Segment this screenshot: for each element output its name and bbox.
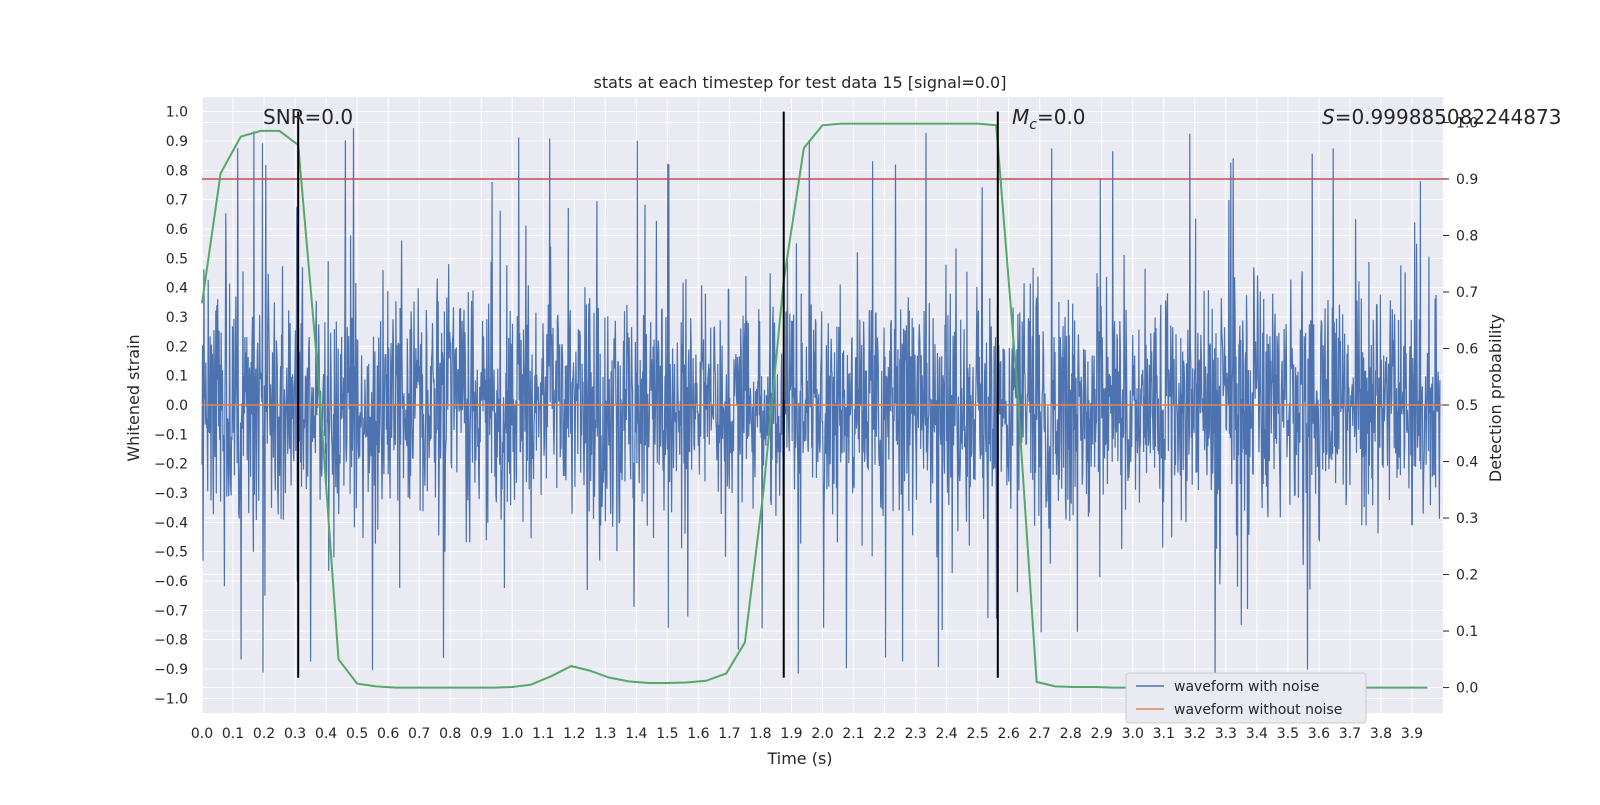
left-tick-label: 1.0	[166, 105, 188, 121]
left-tick-label: 0.8	[166, 163, 188, 179]
x-tick-label: 2.7	[1029, 726, 1051, 742]
s-value: =0.999885082244873	[1335, 105, 1562, 129]
x-tick-label: 0.6	[377, 726, 399, 742]
x-tick-label: 1.4	[625, 726, 647, 742]
x-tick-label: 2.4	[935, 726, 957, 742]
x-tick-label: 0.7	[408, 726, 430, 742]
left-tick-label: 0.2	[166, 339, 188, 355]
x-tick-label: 0.8	[439, 726, 461, 742]
left-tick-label: −0.3	[154, 486, 188, 502]
x-tick-label: 0.2	[253, 726, 275, 742]
x-tick-label: 2.2	[873, 726, 895, 742]
left-tick-label: −0.7	[154, 603, 188, 619]
x-tick-label: 1.0	[501, 726, 523, 742]
left-tick-label: −0.6	[154, 574, 188, 590]
right-tick-label: 0.3	[1456, 511, 1478, 527]
x-axis-label: Time (s)	[766, 749, 832, 768]
left-tick-label: 0.3	[166, 310, 188, 326]
chirp-mass-symbol: M	[1012, 105, 1029, 129]
s-symbol: S	[1322, 105, 1335, 129]
left-axis-label: Whitened strain	[124, 334, 143, 461]
x-tick-label: 1.8	[749, 726, 771, 742]
left-axis-ticks: 1.0 0.9 0.8 0.7 0.6 0.5 0.4 0.3 0.2 0.1 0.0 −0.1 −0.…	[154, 105, 188, 708]
snr-annotation: SNR=0.0	[263, 105, 353, 129]
chart-title: stats at each timestep for test data 15 …	[594, 73, 1007, 92]
x-tick-label: 3.0	[1122, 726, 1144, 742]
right-tick-label: 0.1	[1456, 624, 1478, 640]
right-tick-label: 0.6	[1456, 341, 1478, 357]
left-tick-label: 0.6	[166, 222, 188, 238]
x-tick-label: 3.9	[1401, 726, 1423, 742]
x-tick-label: 1.5	[656, 726, 678, 742]
x-tick-label: 0.5	[346, 726, 368, 742]
legend-box	[1125, 672, 1367, 724]
x-tick-label: 1.9	[780, 726, 802, 742]
legend: waveform with noise waveform without noi…	[1125, 672, 1367, 724]
series-waveform-with-noise	[201, 128, 1441, 674]
chirp-mass-annotation: Mc=0.0	[1012, 105, 1086, 133]
x-tick-label: 0.3	[284, 726, 306, 742]
x-tick-label: 1.3	[594, 726, 616, 742]
right-tick-label: 0.2	[1456, 568, 1478, 584]
x-tick-label: 2.1	[842, 726, 864, 742]
left-tick-label: −0.9	[154, 662, 188, 678]
left-tick-label: 0.7	[166, 193, 188, 209]
right-tick-label: 0.5	[1456, 398, 1478, 414]
noise-trace	[201, 128, 1441, 674]
x-tick-label: 3.2	[1184, 726, 1206, 742]
left-tick-label: −0.2	[154, 457, 188, 473]
right-axis-ticks: 1.0 0.9 0.8 0.7 0.6 0.5 0.4 0.3 0.2 0.1 0.0	[1443, 115, 1478, 697]
x-tick-label: 3.4	[1246, 726, 1268, 742]
left-tick-label: 0.1	[166, 369, 188, 385]
x-tick-label: 3.5	[1277, 726, 1299, 742]
right-tick-label: 0.4	[1456, 455, 1478, 471]
x-tick-label: 1.2	[563, 726, 585, 742]
x-tick-label: 3.8	[1370, 726, 1392, 742]
left-tick-label: 0.4	[166, 281, 188, 297]
x-tick-label: 0.0	[191, 726, 213, 742]
legend-label-noise: waveform with noise	[1174, 679, 1319, 695]
right-tick-label: 0.8	[1456, 228, 1478, 244]
left-tick-label: 0.9	[166, 134, 188, 150]
x-tick-label: 2.0	[811, 726, 833, 742]
x-tick-label: 1.1	[532, 726, 554, 742]
x-tick-label: 3.7	[1339, 726, 1361, 742]
left-tick-label: −0.5	[154, 545, 188, 561]
right-tick-label: 0.7	[1456, 285, 1478, 301]
x-tick-label: 2.5	[966, 726, 988, 742]
right-axis-label: Detection probability	[1486, 314, 1505, 482]
x-tick-label: 3.3	[1215, 726, 1237, 742]
right-tick-label: 1.0	[1456, 115, 1478, 131]
left-tick-label: −0.8	[154, 633, 188, 649]
x-tick-label: 3.6	[1308, 726, 1330, 742]
left-tick-label: 0.0	[166, 398, 188, 414]
x-tick-label: 3.1	[1153, 726, 1175, 742]
x-tick-label: 0.1	[222, 726, 244, 742]
legend-label-no-noise: waveform without noise	[1174, 702, 1342, 718]
event-markers	[297, 111, 999, 678]
chirp-mass-subscript: c	[1029, 117, 1037, 133]
left-tick-label: −0.4	[154, 515, 188, 531]
x-tick-label: 2.8	[1060, 726, 1082, 742]
left-tick-label: −1.0	[154, 691, 188, 707]
x-axis-ticks: 0.0 0.1 0.2 0.3 0.4 0.5 0.6 0.7 0.8 0.9 1.0 1.1 1.2 1…	[191, 726, 1423, 742]
s-annotation: S=0.999885082244873	[1322, 105, 1561, 129]
left-tick-label: 0.5	[166, 251, 188, 267]
x-tick-label: 2.6	[998, 726, 1020, 742]
x-tick-label: 0.4	[315, 726, 337, 742]
left-tick-label: −0.1	[154, 427, 188, 443]
right-tick-label: 0.9	[1456, 172, 1478, 188]
right-tick-label: 0.0	[1456, 681, 1478, 697]
x-tick-label: 2.3	[904, 726, 926, 742]
x-tick-label: 2.9	[1091, 726, 1113, 742]
x-tick-label: 1.6	[687, 726, 709, 742]
chirp-mass-value: =0.0	[1037, 105, 1086, 129]
x-tick-label: 0.9	[470, 726, 492, 742]
x-tick-label: 1.7	[718, 726, 740, 742]
series-detection-probability	[201, 122, 1428, 689]
